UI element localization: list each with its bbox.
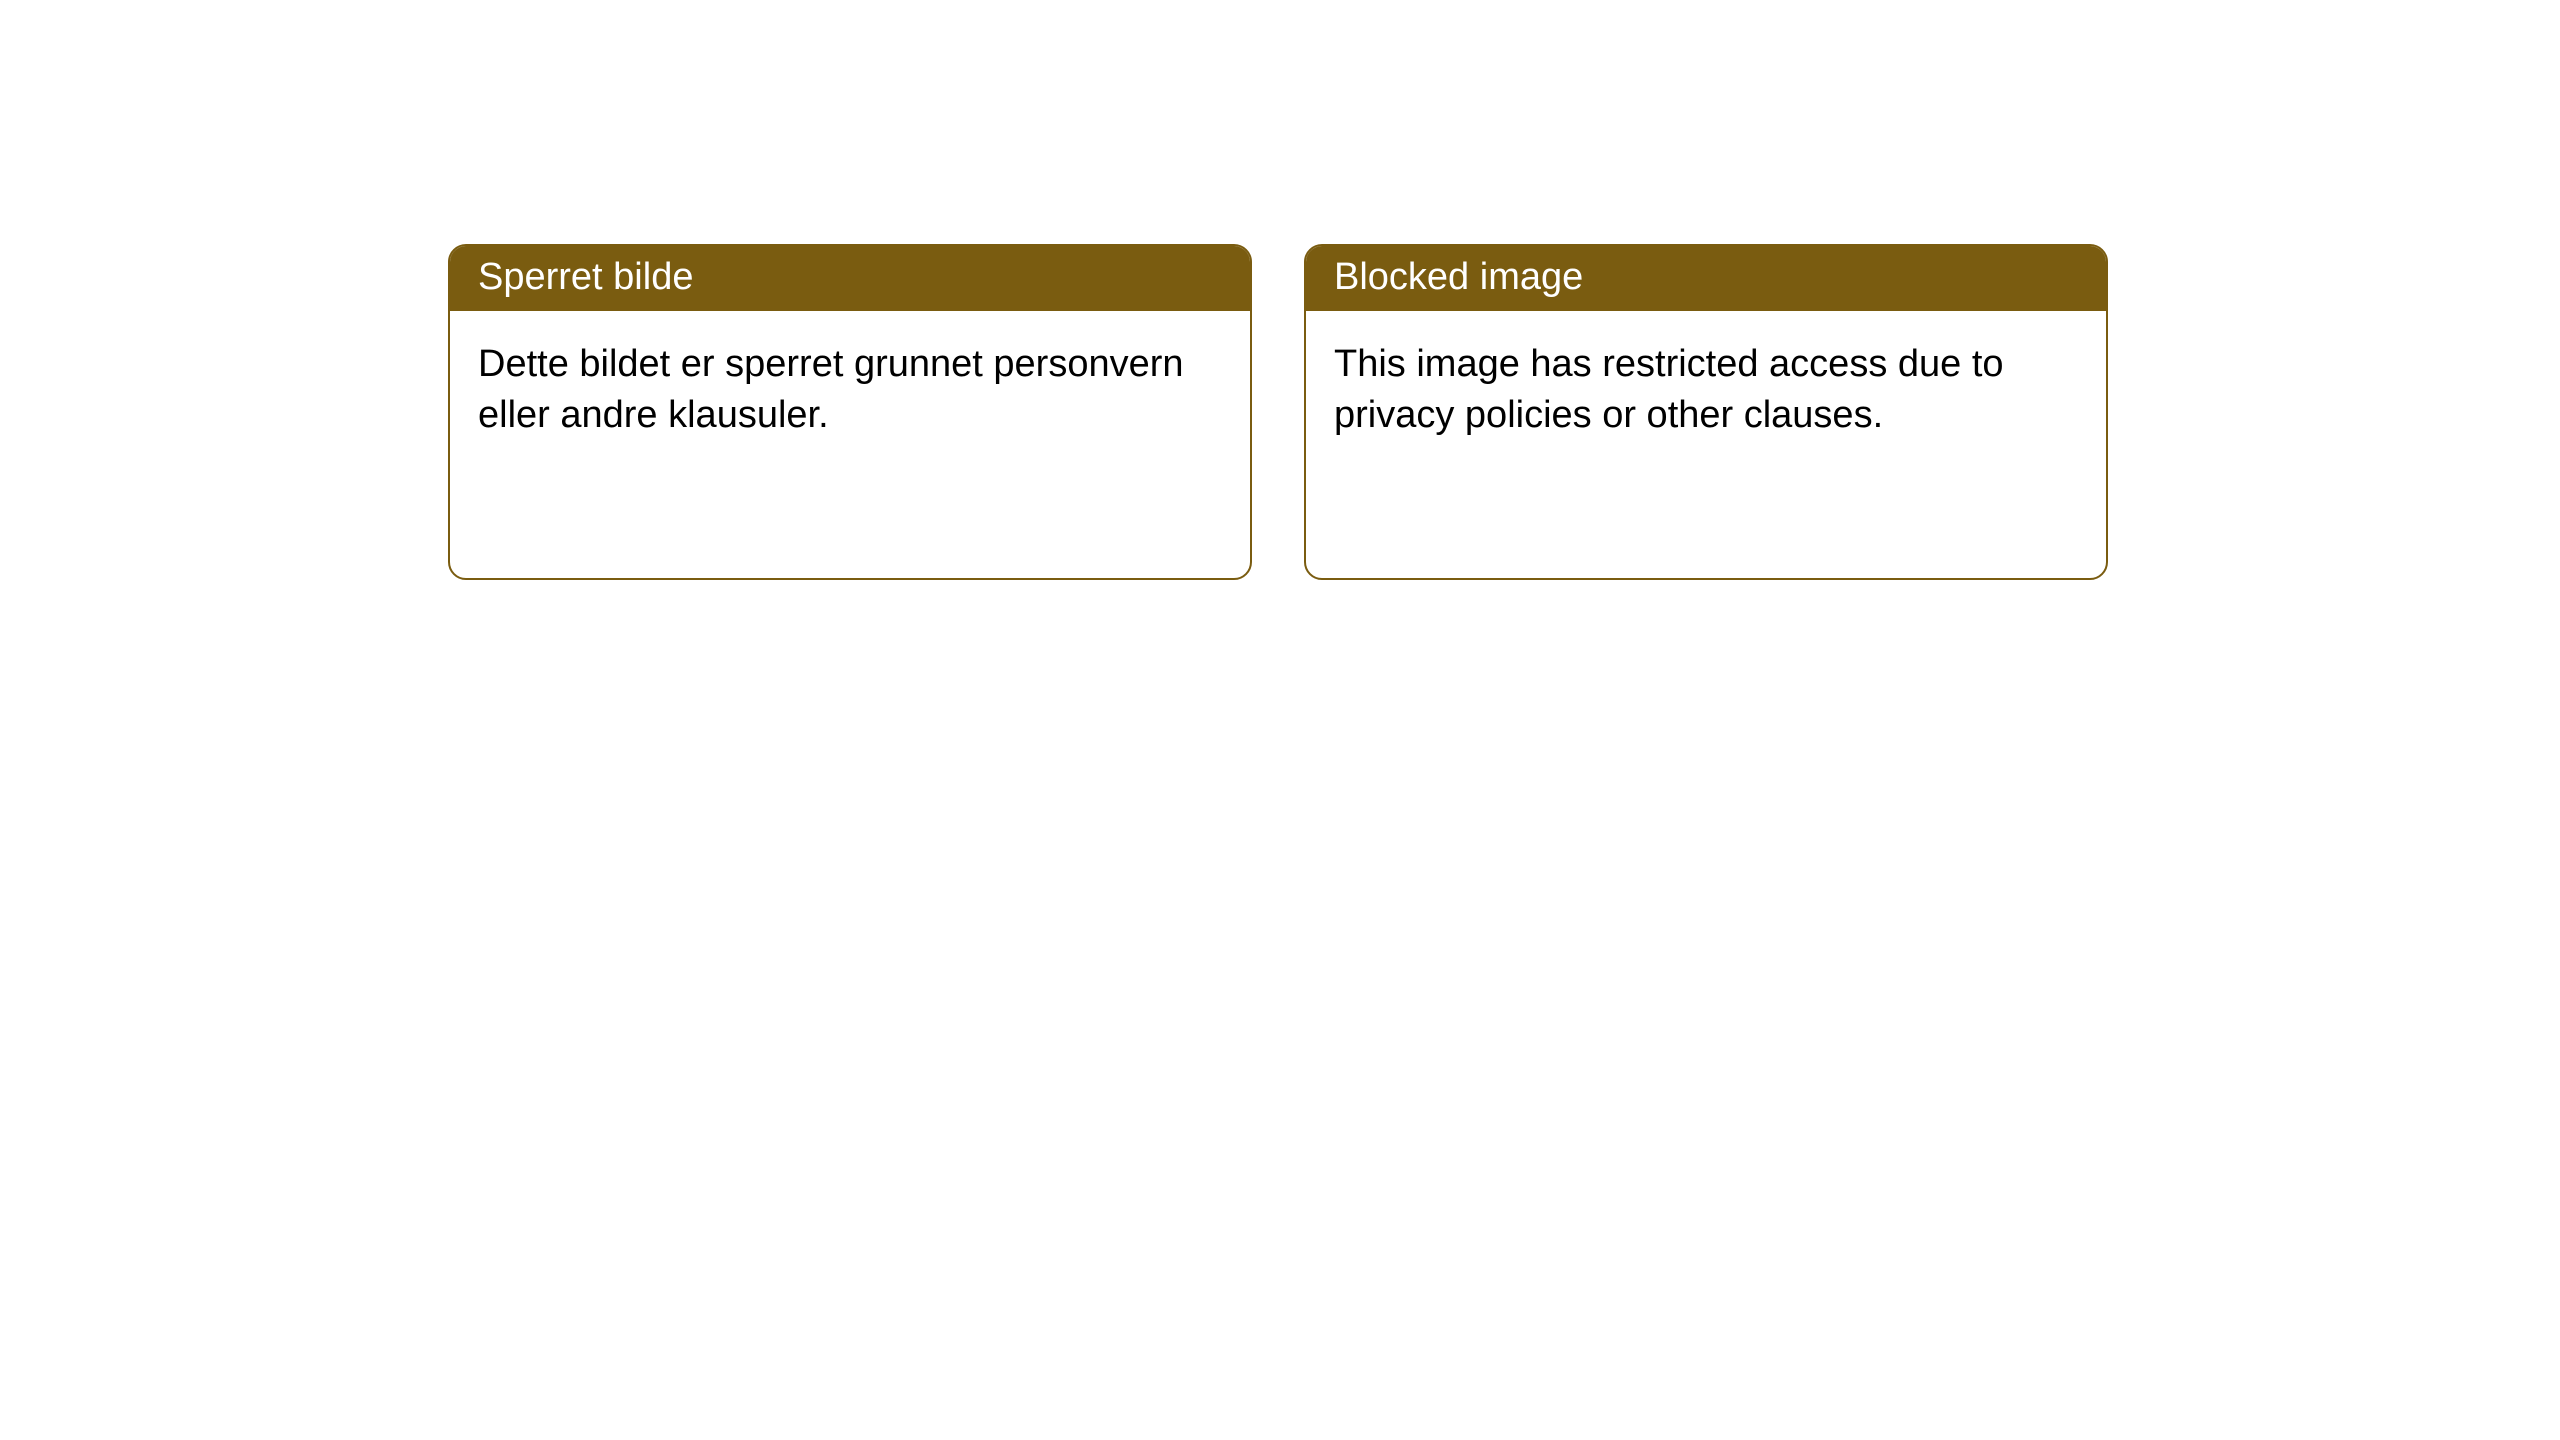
- notice-container: Sperret bilde Dette bildet er sperret gr…: [0, 0, 2560, 580]
- notice-body: This image has restricted access due to …: [1306, 311, 2106, 470]
- notice-card-english: Blocked image This image has restricted …: [1304, 244, 2108, 580]
- notice-card-norwegian: Sperret bilde Dette bildet er sperret gr…: [448, 244, 1252, 580]
- notice-header: Sperret bilde: [450, 246, 1250, 311]
- notice-header: Blocked image: [1306, 246, 2106, 311]
- notice-body: Dette bildet er sperret grunnet personve…: [450, 311, 1250, 470]
